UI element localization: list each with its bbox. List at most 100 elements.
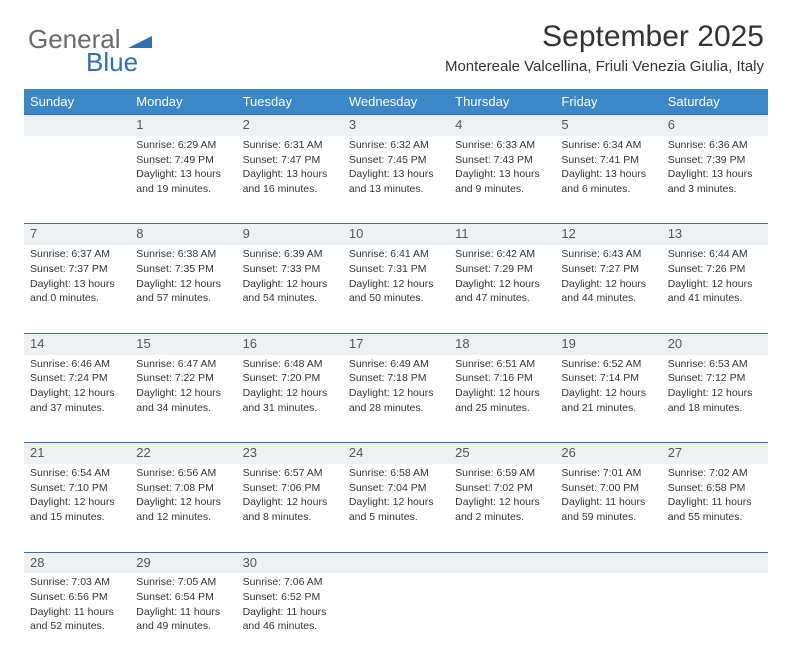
day-cell: Sunrise: 6:51 AMSunset: 7:16 PMDaylight:… [449, 355, 555, 443]
sunset-text: Sunset: 7:43 PM [455, 154, 549, 168]
sunrise-text: Sunrise: 6:36 AM [668, 139, 762, 153]
day-number: 8 [130, 224, 236, 245]
sunset-text: Sunset: 6:52 PM [243, 591, 337, 605]
daylight-line2: and 18 minutes. [668, 402, 762, 416]
day-header: Friday [555, 89, 661, 115]
day-header: Sunday [24, 89, 130, 115]
sunset-text: Sunset: 7:41 PM [561, 154, 655, 168]
sunrise-text: Sunrise: 6:48 AM [243, 358, 337, 372]
location: Montereale Valcellina, Friuli Venezia Gi… [445, 58, 764, 75]
sunrise-text: Sunrise: 6:57 AM [243, 467, 337, 481]
sunset-text: Sunset: 7:22 PM [136, 372, 230, 386]
day-cell [662, 573, 768, 661]
day-number: 5 [555, 115, 661, 136]
day-number: 28 [24, 552, 130, 573]
day-number: 23 [237, 443, 343, 464]
calendar-head: SundayMondayTuesdayWednesdayThursdayFrid… [24, 89, 768, 115]
day-number: 15 [130, 333, 236, 354]
day-cell: Sunrise: 6:44 AMSunset: 7:26 PMDaylight:… [662, 245, 768, 333]
daylight-line2: and 12 minutes. [136, 511, 230, 525]
sunrise-text: Sunrise: 6:29 AM [136, 139, 230, 153]
sunset-text: Sunset: 7:06 PM [243, 482, 337, 496]
daylight-line1: Daylight: 12 hours [30, 387, 124, 401]
daylight-line2: and 16 minutes. [243, 183, 337, 197]
day-cell: Sunrise: 6:53 AMSunset: 7:12 PMDaylight:… [662, 355, 768, 443]
daylight-line1: Daylight: 12 hours [455, 496, 549, 510]
day-cell: Sunrise: 6:43 AMSunset: 7:27 PMDaylight:… [555, 245, 661, 333]
sunrise-text: Sunrise: 6:46 AM [30, 358, 124, 372]
day-cell [449, 573, 555, 661]
daylight-line2: and 46 minutes. [243, 620, 337, 634]
day-number: 3 [343, 115, 449, 136]
sunset-text: Sunset: 7:35 PM [136, 263, 230, 277]
daylight-line2: and 8 minutes. [243, 511, 337, 525]
daylight-line2: and 3 minutes. [668, 183, 762, 197]
daylight-line2: and 52 minutes. [30, 620, 124, 634]
sunrise-text: Sunrise: 6:56 AM [136, 467, 230, 481]
daylight-line2: and 47 minutes. [455, 292, 549, 306]
sunrise-text: Sunrise: 6:43 AM [561, 248, 655, 262]
daylight-line1: Daylight: 13 hours [455, 168, 549, 182]
daylight-line1: Daylight: 12 hours [243, 278, 337, 292]
sunset-text: Sunset: 7:47 PM [243, 154, 337, 168]
daylight-line2: and 21 minutes. [561, 402, 655, 416]
day-cell: Sunrise: 6:47 AMSunset: 7:22 PMDaylight:… [130, 355, 236, 443]
sunrise-text: Sunrise: 6:41 AM [349, 248, 443, 262]
day-number [662, 552, 768, 573]
sunset-text: Sunset: 7:18 PM [349, 372, 443, 386]
daylight-line1: Daylight: 13 hours [136, 168, 230, 182]
daylight-line1: Daylight: 13 hours [668, 168, 762, 182]
day-number: 11 [449, 224, 555, 245]
sunrise-text: Sunrise: 6:38 AM [136, 248, 230, 262]
day-number: 16 [237, 333, 343, 354]
day-cell: Sunrise: 6:59 AMSunset: 7:02 PMDaylight:… [449, 464, 555, 552]
sunset-text: Sunset: 7:10 PM [30, 482, 124, 496]
header: General Blue September 2025 Montereale V… [0, 0, 792, 81]
sunrise-text: Sunrise: 6:58 AM [349, 467, 443, 481]
day-cell: Sunrise: 6:58 AMSunset: 7:04 PMDaylight:… [343, 464, 449, 552]
day-number [24, 115, 130, 136]
sunset-text: Sunset: 7:27 PM [561, 263, 655, 277]
sunset-text: Sunset: 7:49 PM [136, 154, 230, 168]
logo: General Blue [28, 26, 152, 75]
day-cell [555, 573, 661, 661]
daylight-line2: and 5 minutes. [349, 511, 443, 525]
daylight-line1: Daylight: 12 hours [668, 278, 762, 292]
daylight-line2: and 0 minutes. [30, 292, 124, 306]
day-number [555, 552, 661, 573]
day-cell: Sunrise: 6:54 AMSunset: 7:10 PMDaylight:… [24, 464, 130, 552]
day-number: 14 [24, 333, 130, 354]
daylight-line2: and 31 minutes. [243, 402, 337, 416]
daylight-line2: and 55 minutes. [668, 511, 762, 525]
day-header: Thursday [449, 89, 555, 115]
day-cell: Sunrise: 6:31 AMSunset: 7:47 PMDaylight:… [237, 136, 343, 224]
sunrise-text: Sunrise: 6:42 AM [455, 248, 549, 262]
daylight-line2: and 19 minutes. [136, 183, 230, 197]
sunrise-text: Sunrise: 6:39 AM [243, 248, 337, 262]
daylight-line1: Daylight: 12 hours [668, 387, 762, 401]
day-number: 9 [237, 224, 343, 245]
day-cell: Sunrise: 6:42 AMSunset: 7:29 PMDaylight:… [449, 245, 555, 333]
daylight-line2: and 50 minutes. [349, 292, 443, 306]
sunset-text: Sunset: 7:45 PM [349, 154, 443, 168]
month-title: September 2025 [445, 20, 764, 54]
sunrise-text: Sunrise: 6:53 AM [668, 358, 762, 372]
daylight-line2: and 2 minutes. [455, 511, 549, 525]
daylight-line1: Daylight: 12 hours [561, 387, 655, 401]
sunrise-text: Sunrise: 6:47 AM [136, 358, 230, 372]
daylight-line1: Daylight: 12 hours [349, 496, 443, 510]
day-cell: Sunrise: 6:39 AMSunset: 7:33 PMDaylight:… [237, 245, 343, 333]
day-cell: Sunrise: 7:03 AMSunset: 6:56 PMDaylight:… [24, 573, 130, 661]
sunrise-text: Sunrise: 6:32 AM [349, 139, 443, 153]
day-number: 27 [662, 443, 768, 464]
sunrise-text: Sunrise: 7:01 AM [561, 467, 655, 481]
daylight-line2: and 54 minutes. [243, 292, 337, 306]
sunset-text: Sunset: 7:08 PM [136, 482, 230, 496]
day-number: 22 [130, 443, 236, 464]
day-cell: Sunrise: 6:29 AMSunset: 7:49 PMDaylight:… [130, 136, 236, 224]
data-row: Sunrise: 7:03 AMSunset: 6:56 PMDaylight:… [24, 573, 768, 661]
sunrise-text: Sunrise: 6:33 AM [455, 139, 549, 153]
data-row: Sunrise: 6:46 AMSunset: 7:24 PMDaylight:… [24, 355, 768, 443]
daylight-line2: and 34 minutes. [136, 402, 230, 416]
daylight-line1: Daylight: 11 hours [243, 606, 337, 620]
